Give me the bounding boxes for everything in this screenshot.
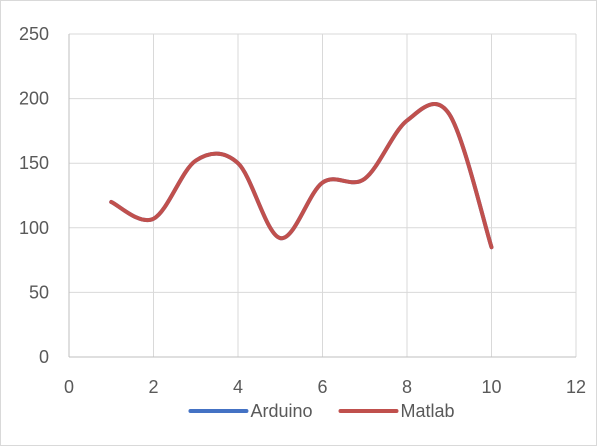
y-tick-label: 50 (29, 282, 49, 302)
x-tick-label: 6 (317, 377, 327, 397)
series-line-arduino (109, 102, 494, 250)
series-line-matlab (109, 102, 494, 250)
x-tick-label: 12 (566, 377, 586, 397)
y-tick-label: 100 (19, 218, 49, 238)
x-tick-label: 0 (64, 377, 74, 397)
x-tick-label: 8 (402, 377, 412, 397)
tick-labels: 0 50 100 150 200 250 0 2 4 6 8 10 12 (19, 24, 586, 397)
legend-label-matlab: Matlab (401, 401, 455, 421)
y-tick-label: 0 (39, 347, 49, 367)
series-lines (109, 102, 494, 250)
legend-label-arduino: Arduino (250, 401, 312, 421)
gridlines (69, 33, 577, 357)
x-tick-label: 2 (148, 377, 158, 397)
y-tick-label: 250 (19, 24, 49, 44)
x-tick-label: 4 (233, 377, 243, 397)
axes (68, 34, 576, 358)
y-tick-label: 200 (19, 89, 49, 109)
legend: Arduino Matlab (188, 401, 455, 421)
x-tick-label: 10 (481, 377, 501, 397)
y-tick-label: 150 (19, 153, 49, 173)
